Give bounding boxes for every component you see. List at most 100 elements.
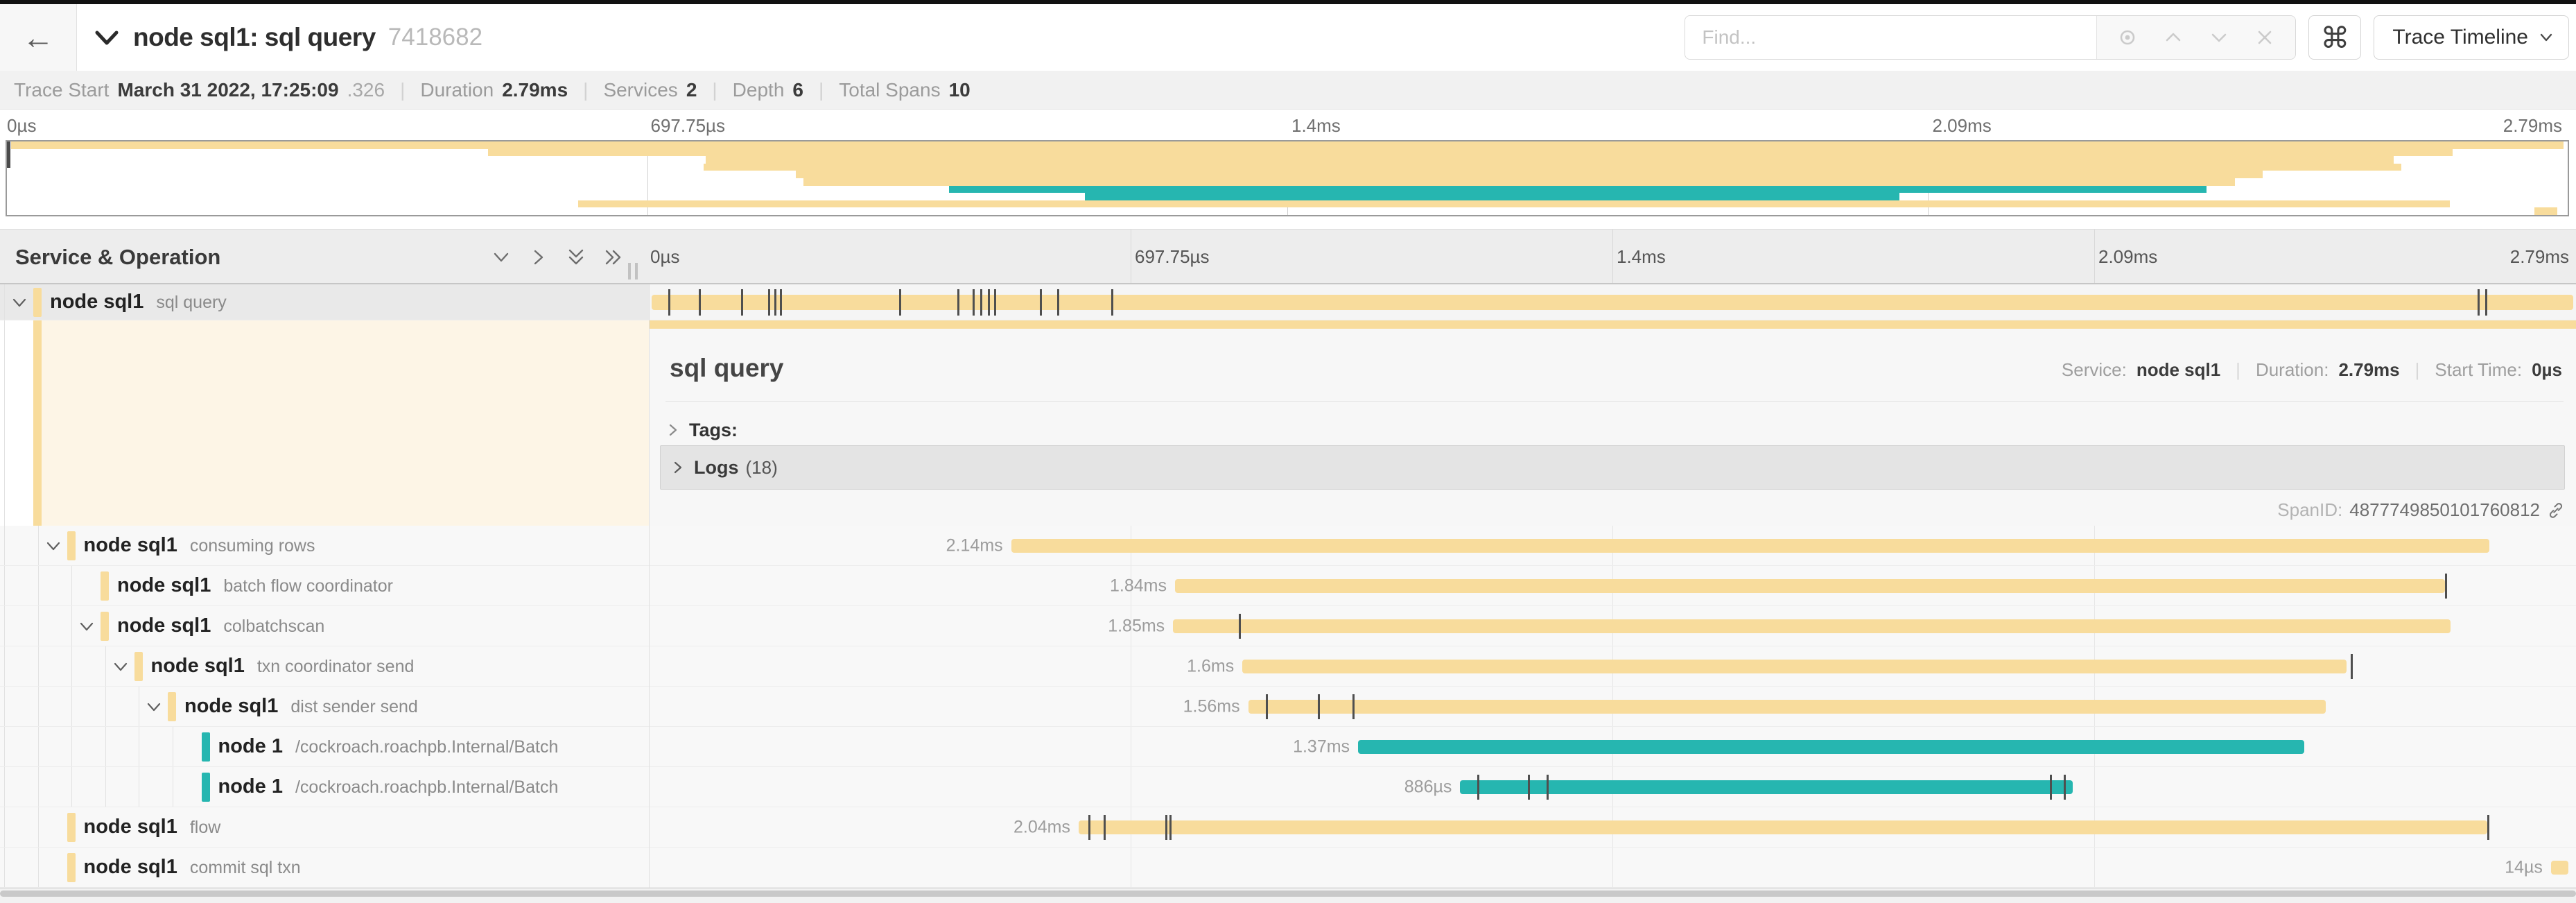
span-bar[interactable] xyxy=(2550,861,2568,875)
span-tree-cell[interactable]: node sql1 sql query xyxy=(0,284,649,320)
span-bar[interactable] xyxy=(1460,780,2073,794)
tree-collapse-controls xyxy=(489,246,625,268)
span-tree-cell[interactable]: node 1/cockroach.roachpb.Internal/Batch xyxy=(0,767,649,807)
span-bar-cell[interactable]: 1.6ms xyxy=(649,646,2576,686)
span-bar[interactable] xyxy=(1358,740,2304,754)
minimap-viewport-handle[interactable] xyxy=(7,141,10,168)
span-tree-label: node sql1 flow xyxy=(84,815,221,838)
collapse-trace-chevron-icon[interactable] xyxy=(93,27,121,48)
log-marker-tick xyxy=(2063,775,2066,800)
minimap-span-bar xyxy=(10,141,2564,149)
span-row[interactable]: node sql1 flow 2.04ms xyxy=(0,807,2576,848)
expand-chevron-icon[interactable] xyxy=(45,538,62,553)
span-bar-cell[interactable]: 1.56ms xyxy=(649,687,2576,726)
meta-value: 2.79ms xyxy=(502,78,568,101)
back-button[interactable]: ← xyxy=(0,4,77,71)
span-tree-cell[interactable]: node sql1 flow xyxy=(0,807,649,847)
trace-view-label: Trace Timeline xyxy=(2392,26,2528,49)
link-icon[interactable] xyxy=(2547,501,2565,519)
span-row[interactable]: node sql1 consuming rows 2.14ms xyxy=(0,526,2576,566)
find-next-icon[interactable] xyxy=(2208,26,2230,49)
expand-chevron-icon[interactable] xyxy=(11,295,28,310)
trace-meta-item: Trace Start March 31 2022, 17:25:09 .326 xyxy=(14,79,385,101)
span-bar[interactable] xyxy=(1011,539,2489,553)
span-row[interactable]: node 1/cockroach.roachpb.Internal/Batch 1… xyxy=(0,727,2576,767)
expand-chevron-icon[interactable] xyxy=(78,619,95,634)
log-marker-tick xyxy=(2350,654,2353,679)
expand-one-chevron-right-icon[interactable] xyxy=(527,246,550,268)
indent-guide xyxy=(37,767,39,807)
span-bar-cell[interactable]: 886µs xyxy=(649,767,2576,807)
find-input[interactable] xyxy=(1685,16,2097,59)
span-tree-cell[interactable]: node sql1 dist sender send xyxy=(0,687,649,726)
expand-all-double-chevron-right-icon[interactable] xyxy=(602,246,625,268)
scrollbar-thumb[interactable] xyxy=(0,891,2576,897)
meta-label: Services xyxy=(603,78,678,101)
minimap-span-bar xyxy=(949,185,2207,194)
tags-accordion[interactable]: Tags: xyxy=(667,415,745,445)
meta-separator: | xyxy=(400,78,406,101)
span-tree-cell[interactable]: node sql1 consuming rows xyxy=(0,526,649,565)
span-bar-cell[interactable]: 2.04ms xyxy=(649,807,2576,847)
span-bar[interactable] xyxy=(1173,619,2451,633)
span-bar-cell[interactable]: 2.14ms xyxy=(649,526,2576,565)
span-row[interactable]: node sql1 dist sender send 1.56ms xyxy=(0,687,2576,727)
minimap-canvas[interactable] xyxy=(6,140,2569,216)
span-duration-label: 2.04ms xyxy=(1013,817,1070,836)
span-bar-cell[interactable]: 1.37ms xyxy=(649,727,2576,766)
trace-title-group: node sql1: sql query 7418682 xyxy=(93,4,482,71)
collapse-one-chevron-down-icon[interactable] xyxy=(489,246,513,268)
span-row[interactable]: node sql1 batch flow coordinator 1.84ms xyxy=(0,566,2576,606)
log-marker-tick xyxy=(699,289,702,316)
span-tree-cell[interactable]: node sql1 commit sql txn xyxy=(0,848,649,887)
keyboard-shortcuts-button[interactable]: ⌘ xyxy=(2308,15,2362,60)
trace-view-selector[interactable]: Trace Timeline xyxy=(2374,15,2569,60)
span-tree-label: node sql1 txn coordinator send xyxy=(151,654,415,677)
logs-accordion[interactable]: Logs (18) xyxy=(660,445,2565,490)
trace-meta-item: Duration 2.79ms xyxy=(420,79,568,101)
service-color-bar xyxy=(33,287,42,317)
find-prev-icon[interactable] xyxy=(2162,26,2184,49)
span-row[interactable]: node sql1 txn coordinator send 1.6ms xyxy=(0,646,2576,687)
log-marker-tick xyxy=(1477,775,1480,800)
operation-name: flow xyxy=(189,817,221,837)
span-bar[interactable] xyxy=(652,295,2573,310)
collapse-all-double-chevron-down-icon[interactable] xyxy=(564,246,588,268)
service-color-bar xyxy=(67,852,76,882)
detail-divider xyxy=(665,401,2564,402)
locate-icon[interactable] xyxy=(2116,26,2139,49)
span-bar[interactable] xyxy=(1248,700,2326,714)
span-bar[interactable] xyxy=(1078,820,2488,834)
expand-chevron-icon[interactable] xyxy=(112,659,129,674)
log-marker-tick xyxy=(2050,775,2053,800)
span-row[interactable]: node sql1 commit sql txn 14µs xyxy=(0,848,2576,888)
span-bar-cell[interactable]: 1.84ms xyxy=(649,566,2576,605)
expand-chevron-icon[interactable] xyxy=(146,699,162,714)
span-tree-cell[interactable]: node sql1 colbatchscan xyxy=(0,606,649,646)
span-row[interactable]: node sql1 sql query xyxy=(0,284,2576,320)
span-bar[interactable] xyxy=(1174,579,2445,593)
service-color-bar xyxy=(168,691,176,721)
span-tree-cell[interactable]: node 1/cockroach.roachpb.Internal/Batch xyxy=(0,727,649,766)
span-duration-label: 1.37ms xyxy=(1293,737,1350,756)
span-tree-label: node 1/cockroach.roachpb.Internal/Batch xyxy=(218,775,559,798)
span-detail-meta: Service: node sql1 | Duration: 2.79ms | … xyxy=(2062,359,2562,381)
timeline-minimap: 0µs 697.75µs 1.4ms 2.09ms 2.79ms xyxy=(0,110,2576,229)
log-marker-tick xyxy=(988,289,991,316)
header-controls: ⌘ Trace Timeline xyxy=(1685,4,2569,71)
span-row[interactable]: node 1/cockroach.roachpb.Internal/Batch 8… xyxy=(0,767,2576,807)
log-marker-tick xyxy=(973,289,975,316)
span-bar-cell[interactable] xyxy=(649,284,2576,320)
column-resize-handle[interactable] xyxy=(628,263,638,280)
indent-guide xyxy=(37,727,39,766)
span-tree-cell[interactable]: node sql1 txn coordinator send xyxy=(0,646,649,686)
span-bar[interactable] xyxy=(1242,660,2347,673)
span-tree-cell[interactable]: node sql1 batch flow coordinator xyxy=(0,566,649,605)
span-bar-cell[interactable]: 1.85ms xyxy=(649,606,2576,646)
log-marker-tick xyxy=(1104,815,1106,840)
span-row[interactable]: node sql1 colbatchscan 1.85ms xyxy=(0,606,2576,646)
horizontal-scrollbar[interactable] xyxy=(0,888,2576,903)
find-clear-icon[interactable] xyxy=(2254,26,2276,49)
span-bar-cell[interactable]: 14µs xyxy=(649,848,2576,887)
